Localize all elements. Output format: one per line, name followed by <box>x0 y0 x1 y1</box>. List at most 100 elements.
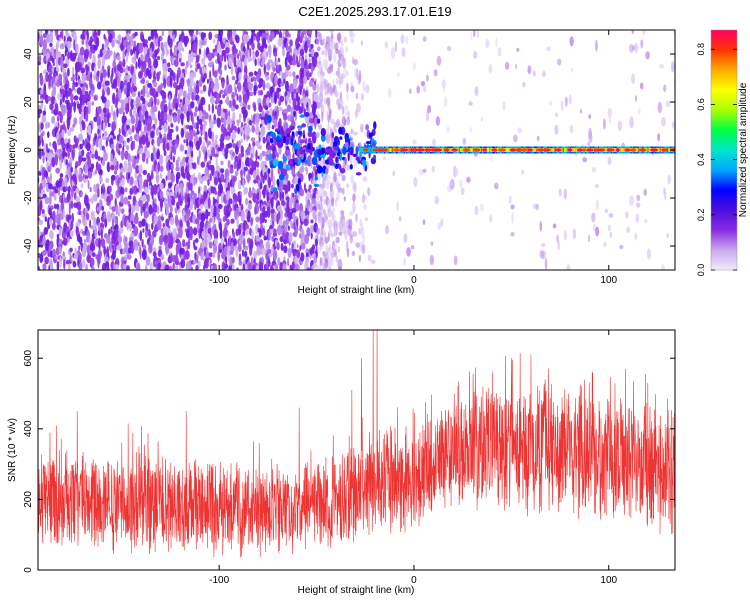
heatmap-cell <box>665 100 671 108</box>
heatmap-cell <box>341 174 346 182</box>
heatmap-cell <box>42 32 47 39</box>
heatmap-cell <box>349 164 353 170</box>
heatmap-cell <box>211 103 214 114</box>
heatmap-cell <box>342 105 345 116</box>
heatmap-cell <box>271 213 275 224</box>
heatmap-cell <box>77 79 82 86</box>
heatmap-cell <box>162 62 168 73</box>
heatmap-cell <box>70 77 76 82</box>
heatmap-cell <box>209 218 213 223</box>
heatmap-cell <box>192 227 198 236</box>
top-x-axis-label: Height of straight line (km) <box>298 285 415 296</box>
heatmap-cell <box>369 148 372 152</box>
heatmap-cell <box>282 229 286 241</box>
heatmap-cell <box>354 108 359 119</box>
heatmap-cell <box>160 82 164 89</box>
heatmap-cell <box>94 226 98 239</box>
heatmap-cell <box>195 83 200 95</box>
heatmap-cell <box>45 121 49 130</box>
heatmap-cell <box>237 243 242 253</box>
heatmap-cell <box>169 191 174 197</box>
heatmap-cell <box>247 41 250 51</box>
heatmap-cell <box>316 83 320 94</box>
heatmap-cell <box>210 155 212 161</box>
heatmap-cell <box>81 98 85 107</box>
heatmap-cell <box>265 75 270 81</box>
heatmap-cell <box>373 121 377 130</box>
heatmap-cell <box>371 142 376 147</box>
heatmap-cell <box>313 256 318 264</box>
heatmap-cell <box>156 150 161 160</box>
heatmap-cell <box>408 88 412 95</box>
heatmap-cell <box>106 113 110 124</box>
heatmap-cells <box>38 30 675 270</box>
heatmap-cell <box>304 188 308 194</box>
heatmap-cell <box>310 219 314 224</box>
heatmap-cell <box>56 260 60 270</box>
heatmap-cell <box>308 125 313 133</box>
heatmap-cell <box>97 105 102 115</box>
heatmap-cell <box>609 231 612 239</box>
heatmap-cell <box>277 87 281 93</box>
heatmap-cell <box>270 132 276 138</box>
heatmap-cell <box>319 154 326 158</box>
heatmap-cell <box>331 132 335 138</box>
heatmap-cell <box>253 85 257 96</box>
heatmap-cell <box>351 250 356 257</box>
heatmap-cell <box>161 216 164 221</box>
heatmap-cell <box>202 123 206 131</box>
heatmap-cell <box>563 230 567 241</box>
heatmap-cell <box>451 148 458 152</box>
heatmap-cell <box>341 40 344 48</box>
heatmap-cell <box>608 115 612 124</box>
heatmap-cell <box>231 75 236 81</box>
heatmap-cell <box>150 30 154 40</box>
heatmap-cell <box>42 235 46 247</box>
heatmap-cell <box>350 37 355 44</box>
heatmap-cell <box>277 178 280 188</box>
heatmap-cell <box>214 78 219 83</box>
heatmap-cell <box>172 155 175 163</box>
heatmap-cell <box>572 148 574 152</box>
heatmap-cell <box>310 232 313 240</box>
heatmap-cell <box>248 71 254 77</box>
heatmap-cell <box>57 93 61 101</box>
heatmap-cell <box>219 99 223 105</box>
heatmap-cell <box>330 87 334 94</box>
heatmap-cell <box>469 126 472 133</box>
heatmap-cell <box>82 258 86 268</box>
heatmap-cell <box>227 231 230 238</box>
heatmap-cell <box>474 205 479 216</box>
heatmap-cell <box>57 115 60 123</box>
heatmap-cell <box>132 140 136 150</box>
heatmap-cell <box>116 107 119 118</box>
heatmap-cell <box>274 75 279 86</box>
heatmap-cell <box>227 159 231 169</box>
heatmap-cell <box>222 216 226 223</box>
heatmap-cell <box>230 106 236 112</box>
heatmap-cell <box>338 172 343 177</box>
heatmap-cell <box>272 158 279 167</box>
heatmap-cell <box>209 173 212 182</box>
heatmap-cell <box>542 70 546 78</box>
heatmap-cell <box>258 105 263 113</box>
heatmap-cell <box>352 193 356 203</box>
heatmap-cell <box>201 253 205 261</box>
heatmap-cell <box>187 163 190 174</box>
heatmap-cell <box>113 51 116 63</box>
heatmap-cell <box>165 264 170 270</box>
heatmap-cell <box>63 258 66 270</box>
heatmap-cell <box>225 47 230 54</box>
heatmap-cell <box>118 143 122 149</box>
heatmap-cell <box>112 92 116 105</box>
y-tick-label: 0 <box>23 567 34 573</box>
heatmap-cell <box>120 208 125 215</box>
heatmap-cell <box>114 97 118 109</box>
heatmap-cell <box>344 156 347 166</box>
heatmap-cell <box>118 150 121 156</box>
heatmap-cell <box>204 112 209 120</box>
heatmap-cell <box>256 192 260 201</box>
heatmap-cell <box>568 94 572 105</box>
heatmap-cell <box>446 45 452 51</box>
heatmap-cell <box>307 98 311 106</box>
